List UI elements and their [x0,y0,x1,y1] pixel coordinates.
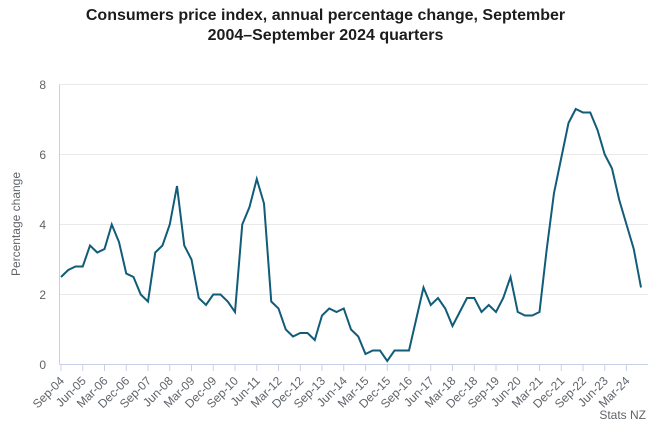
chart-title-line1: Consumers price index, annual percentage… [85,7,566,24]
cpi-line-series [60,107,642,363]
y-tick-label: 8 [39,78,46,92]
y-tick-label: 0 [39,358,46,372]
y-axis-title: Percentage change [9,171,23,277]
y-tick-label: 2 [39,288,46,302]
source-attribution: Stats NZ [599,408,646,422]
y-tick-label: 4 [39,218,46,232]
chart-title-line2: 2004–September 2024 quarters [207,27,444,44]
y-tick-label: 6 [39,148,46,162]
chart-title: Consumers price index, annual percentage… [0,6,651,46]
